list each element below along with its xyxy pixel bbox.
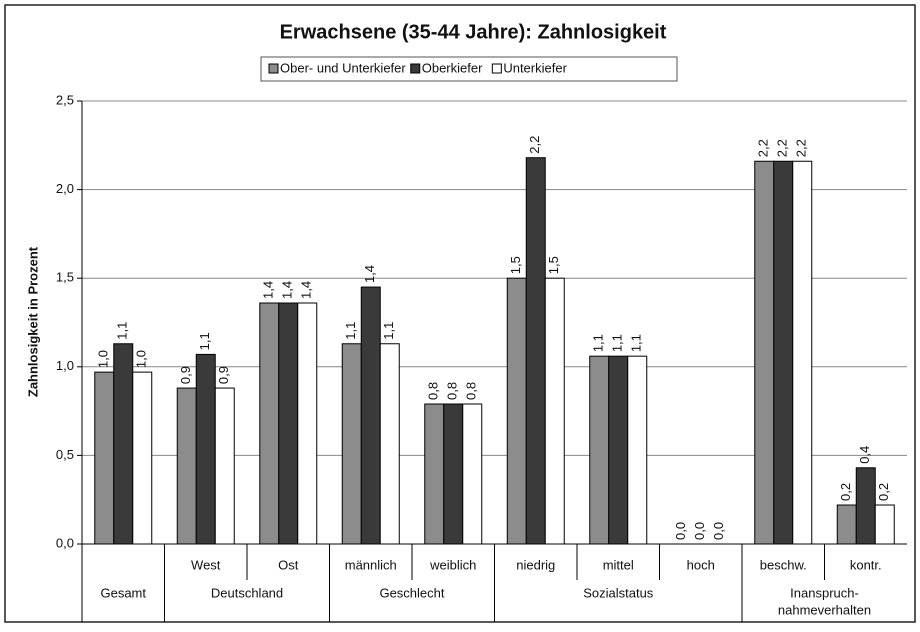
value-label: 0,2 xyxy=(876,483,891,501)
bar xyxy=(874,504,895,545)
value-label: 0,0 xyxy=(692,522,707,540)
bar xyxy=(195,353,216,545)
group-label: nahmeverhalten xyxy=(778,602,871,617)
y-tick-label: 2,0 xyxy=(56,181,74,196)
bar xyxy=(297,302,318,545)
value-label: 1,0 xyxy=(134,350,149,368)
legend-swatch xyxy=(410,63,421,74)
value-label: 1,1 xyxy=(610,334,625,352)
y-tick-label: 0,5 xyxy=(56,447,74,462)
value-label: 1,5 xyxy=(546,256,561,274)
group-label: Sozialstatus xyxy=(583,585,654,600)
value-label: 2,2 xyxy=(527,136,542,154)
group-label: Deutschland xyxy=(211,585,283,600)
bar xyxy=(443,403,464,545)
bar xyxy=(214,387,235,545)
chart-title: Erwachsene (35-44 Jahre): Zahnlosigkeit xyxy=(280,21,667,43)
bar xyxy=(462,403,483,545)
x-tick-label: West xyxy=(191,557,221,572)
y-tick-label: 1,0 xyxy=(56,358,74,373)
bar xyxy=(506,277,527,545)
y-tick-label: 0,0 xyxy=(56,535,74,550)
bar xyxy=(855,467,876,545)
value-label: 1,4 xyxy=(261,281,276,299)
bar xyxy=(379,343,400,545)
legend-box xyxy=(260,56,678,82)
value-label: 0,8 xyxy=(464,382,479,400)
y-axis-label: Zahnlosigkeit in Prozent xyxy=(25,246,40,397)
value-label: 0,0 xyxy=(711,522,726,540)
bar xyxy=(176,387,197,545)
value-label: 0,2 xyxy=(838,483,853,501)
value-label: 1,1 xyxy=(629,334,644,352)
legend-label: Oberkiefer xyxy=(422,60,483,75)
x-tick-label: Ost xyxy=(278,557,299,572)
bar xyxy=(259,302,280,545)
x-tick-label: niedrig xyxy=(516,557,555,572)
y-tick-label: 1,5 xyxy=(56,270,74,285)
value-label: 2,2 xyxy=(794,139,809,157)
bar xyxy=(360,286,381,545)
bar xyxy=(627,355,648,545)
legend-swatch xyxy=(491,63,502,74)
bar xyxy=(773,160,794,545)
x-tick-label: beschw. xyxy=(760,557,807,572)
bar xyxy=(113,343,134,545)
value-label: 1,0 xyxy=(96,350,111,368)
legend-label: Ober- und Unterkiefer xyxy=(280,60,406,75)
value-label: 1,1 xyxy=(381,322,396,340)
bar xyxy=(132,371,153,545)
value-label: 0,9 xyxy=(216,366,231,384)
bar xyxy=(278,302,299,545)
value-label: 2,2 xyxy=(756,139,771,157)
value-label: 1,1 xyxy=(197,332,212,350)
value-label: 1,1 xyxy=(591,334,606,352)
bar xyxy=(589,355,610,545)
bar xyxy=(341,343,362,545)
value-label: 1,4 xyxy=(280,281,295,299)
value-label: 1,4 xyxy=(299,281,314,299)
x-tick-label: hoch xyxy=(687,557,715,572)
x-tick-label: kontr. xyxy=(850,557,882,572)
legend-label: Unterkiefer xyxy=(503,60,567,75)
x-tick-label: männlich xyxy=(345,557,397,572)
y-tick-label: 2,5 xyxy=(56,92,74,107)
value-label: 1,1 xyxy=(115,322,130,340)
group-label: Gesamt xyxy=(100,585,146,600)
bar xyxy=(792,160,813,545)
group-label: Geschlecht xyxy=(379,585,444,600)
bar xyxy=(754,160,775,545)
x-tick-label: mittel xyxy=(603,557,634,572)
group-label: Inanspruch- xyxy=(790,585,859,600)
bar xyxy=(608,355,629,545)
bar xyxy=(94,371,115,545)
bar xyxy=(544,277,565,545)
value-label: 1,4 xyxy=(362,265,377,283)
bar xyxy=(836,504,857,545)
value-label: 1,5 xyxy=(508,256,523,274)
value-label: 0,8 xyxy=(426,382,441,400)
bar xyxy=(424,403,445,545)
value-label: 1,1 xyxy=(343,322,358,340)
value-label: 0,8 xyxy=(445,382,460,400)
value-label: 0,0 xyxy=(673,522,688,540)
value-label: 0,9 xyxy=(178,366,193,384)
bar xyxy=(525,157,546,545)
legend-swatch xyxy=(268,63,279,74)
value-label: 0,4 xyxy=(857,446,872,464)
value-label: 2,2 xyxy=(775,139,790,157)
x-tick-label: weiblich xyxy=(429,557,476,572)
frame xyxy=(4,4,916,623)
